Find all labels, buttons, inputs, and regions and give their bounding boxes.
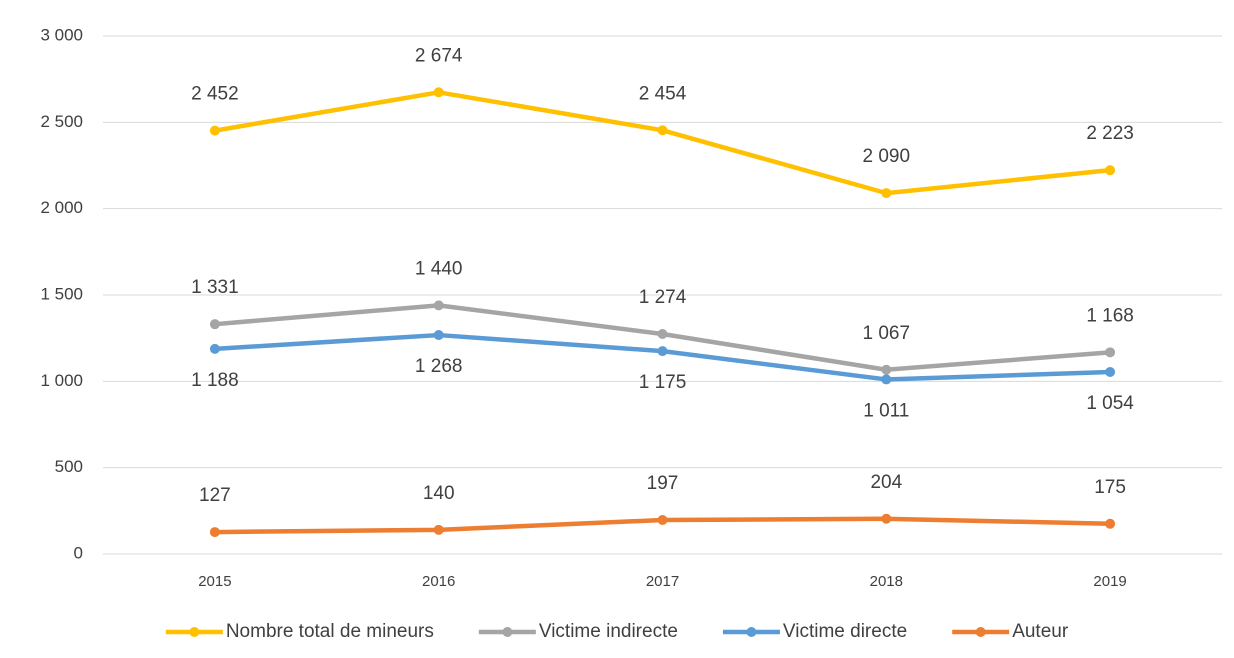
data-label: 2 452 [191, 84, 239, 105]
point [433, 300, 444, 311]
point [657, 125, 668, 136]
data-label: 1 168 [1086, 305, 1134, 326]
point [209, 527, 220, 538]
legend-label: Victime indirecte [539, 621, 678, 642]
legend-marker [189, 627, 200, 637]
point [433, 87, 444, 98]
y-tick-label: 500 [55, 457, 83, 476]
x-tick-label: 2017 [646, 573, 679, 590]
data-label: 1 268 [415, 356, 463, 377]
x-tick-label: 2015 [198, 573, 231, 590]
x-tick-label: 2016 [422, 573, 455, 590]
data-label: 127 [199, 485, 231, 506]
data-label: 204 [870, 472, 902, 493]
data-label: 175 [1094, 477, 1126, 498]
legend-marker [502, 627, 513, 637]
y-tick-label: 2 500 [40, 112, 83, 131]
data-label: 2 090 [863, 146, 911, 167]
legend-marker [975, 627, 986, 637]
legend-label: Victime directe [783, 621, 907, 642]
legend-label: Nombre total de mineurs [226, 621, 434, 642]
data-label: 1 440 [415, 258, 463, 279]
data-label: 2 454 [639, 83, 687, 104]
point [433, 330, 444, 341]
data-label: 197 [647, 473, 679, 494]
point [881, 188, 892, 199]
y-tick-label: 1 500 [40, 284, 83, 303]
point [881, 374, 892, 385]
data-label: 2 674 [415, 45, 463, 66]
y-tick-label: 3 000 [40, 25, 83, 44]
point [209, 319, 220, 330]
point [657, 514, 668, 525]
data-label: 1 175 [639, 372, 687, 393]
y-tick-label: 2 000 [40, 198, 83, 217]
data-label: 140 [423, 483, 455, 504]
legend: Nombre total de mineurs Victime indirecte… [165, 621, 1069, 642]
point [1105, 367, 1116, 378]
point [209, 343, 220, 354]
data-label: 1 011 [863, 400, 909, 421]
data-label: 1 054 [1086, 393, 1134, 414]
x-tick-label: 2018 [870, 573, 903, 590]
point [881, 364, 892, 375]
legend-marker [746, 627, 757, 637]
x-tick-label: 2019 [1093, 573, 1126, 590]
point [433, 524, 444, 535]
point [1105, 165, 1116, 176]
data-label: 1 274 [639, 287, 687, 308]
point [1105, 347, 1116, 358]
data-label: 2 223 [1086, 123, 1134, 144]
point [657, 329, 668, 340]
y-tick-label: 1 000 [40, 371, 83, 390]
point [881, 513, 892, 524]
data-label: 1 067 [863, 323, 911, 344]
point [657, 346, 668, 357]
point [209, 125, 220, 136]
y-tick-label: 0 [74, 543, 83, 562]
data-label: 1 331 [191, 277, 239, 298]
series-line [214, 90, 1111, 196]
data-label: 1 188 [191, 370, 239, 391]
point [1105, 518, 1116, 529]
legend-label: Auteur [1012, 621, 1069, 642]
